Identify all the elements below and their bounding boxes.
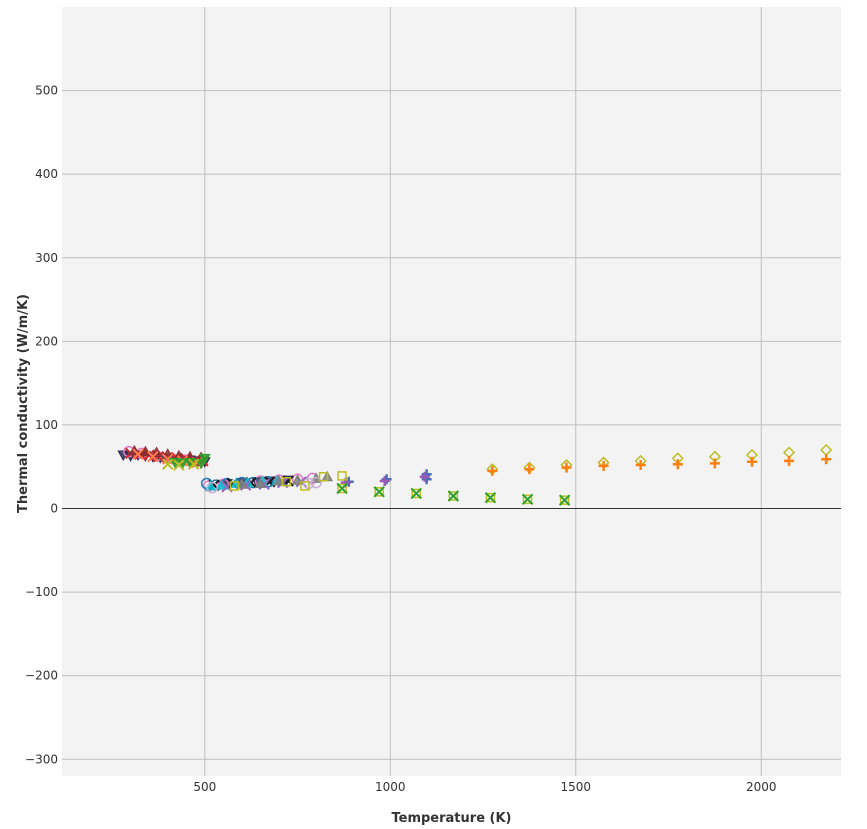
data-point: [373, 486, 385, 498]
data-point: [558, 494, 571, 506]
data-point: [337, 471, 347, 481]
x-axis-label: Temperature (K): [392, 811, 512, 826]
grid-lines: [62, 7, 841, 776]
y-tick-label: 200: [35, 334, 58, 348]
y-axis-label: Thermal conductivity (W/m/K): [16, 294, 31, 513]
data-point: [374, 487, 384, 497]
plot-area: [62, 7, 841, 776]
data-point: [254, 477, 267, 488]
x-tick-label: 1000: [375, 780, 406, 794]
data-point: [162, 458, 174, 470]
data-point: [522, 494, 533, 505]
data-point: [448, 491, 459, 501]
y-tick-label: 0: [50, 502, 58, 516]
data-point: [147, 450, 159, 463]
data-point: [559, 495, 570, 505]
tick-labels: 500 1000 1500 2000 −300 −200 −100 0 100 200 300 400…: [25, 84, 776, 794]
data-point: [310, 476, 322, 489]
data-point: [281, 477, 292, 487]
data-point: [635, 460, 646, 471]
y-tick-label: 500: [35, 84, 58, 98]
data-point: [273, 474, 285, 486]
data-points: [117, 443, 833, 506]
data-point: [784, 455, 795, 466]
data-point: [336, 482, 348, 495]
y-tick-label: −200: [25, 669, 58, 683]
data-point: [411, 488, 422, 499]
data-point: [381, 474, 392, 485]
data-point: [598, 460, 609, 471]
data-point: [485, 492, 496, 503]
x-tick-label: 2000: [746, 780, 777, 794]
data-point: [746, 456, 757, 467]
data-point: [487, 465, 498, 476]
data-point: [447, 490, 460, 502]
data-point: [821, 454, 832, 465]
data-point: [291, 474, 304, 485]
data-point: [410, 487, 422, 500]
data-point: [206, 481, 218, 494]
data-point: [337, 483, 347, 494]
x-tick-label: 1500: [560, 780, 591, 794]
y-tick-label: −100: [25, 585, 58, 599]
data-point: [521, 493, 534, 506]
y-tick-label: 100: [35, 418, 58, 432]
data-point: [162, 453, 174, 465]
data-point: [524, 464, 535, 475]
data-point: [236, 478, 248, 489]
data-point: [561, 462, 572, 473]
data-point: [300, 481, 310, 491]
y-tick-label: −300: [25, 752, 58, 766]
data-point: [709, 458, 720, 469]
data-point: [139, 445, 152, 457]
x-tick-label: 500: [193, 780, 216, 794]
data-point: [379, 475, 390, 486]
data-point: [198, 453, 211, 465]
data-point: [484, 491, 497, 504]
data-point: [318, 472, 329, 482]
data-point: [187, 458, 200, 470]
y-tick-label: 400: [35, 167, 58, 181]
y-tick-label: 300: [35, 251, 58, 265]
data-point: [173, 459, 185, 471]
data-point: [132, 448, 144, 460]
data-point: [229, 481, 240, 491]
data-point: [672, 459, 683, 470]
data-point: [419, 471, 430, 482]
